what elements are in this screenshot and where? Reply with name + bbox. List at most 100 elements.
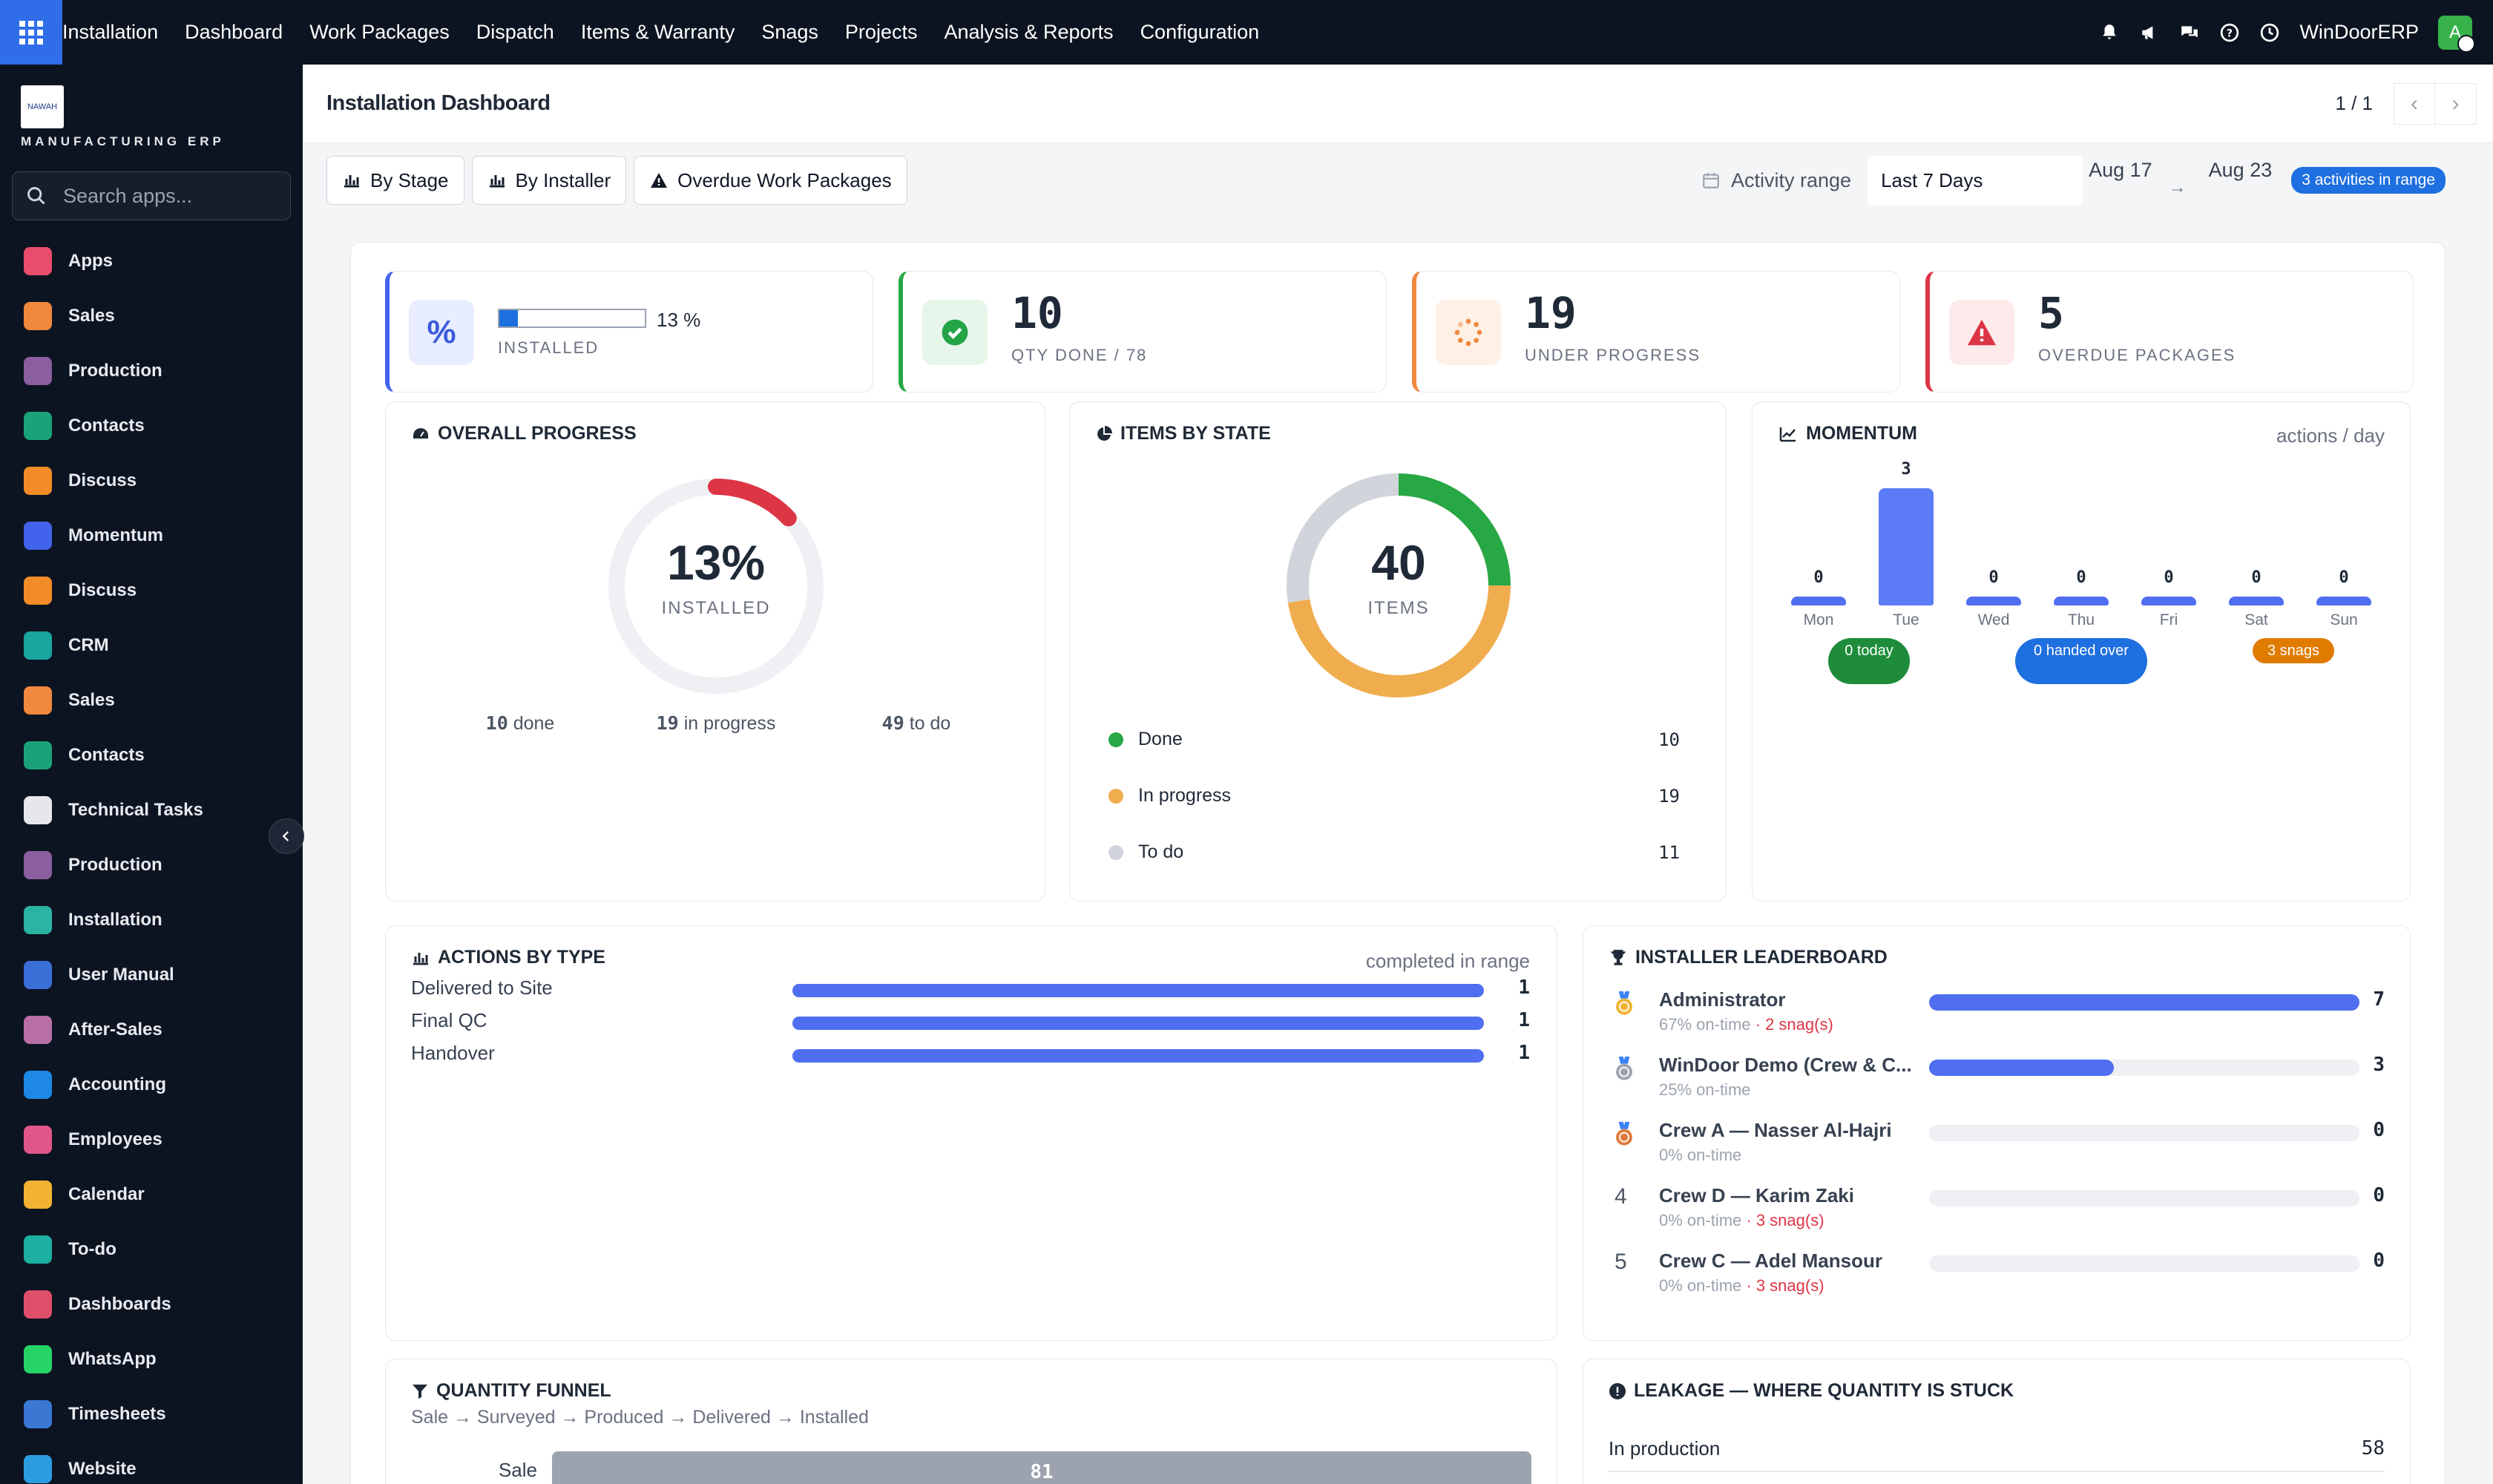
legend-row[interactable]: In progress 19	[1108, 785, 1680, 807]
kpi-under-progress[interactable]: 19 UNDER PROGRESS	[1412, 271, 1900, 393]
installer-name[interactable]: Crew D — Karim Zaki	[1659, 1184, 1854, 1206]
installer-bar[interactable]	[1929, 994, 2359, 1011]
top-menu-item[interactable]: Dispatch	[476, 21, 554, 43]
momentum-pill: 3 snags	[2253, 638, 2334, 663]
sidebar-item[interactable]: Website	[0, 1442, 303, 1484]
chat-icon[interactable]	[2179, 22, 2200, 43]
company-logo[interactable]: NAWAH	[21, 85, 64, 128]
date-from[interactable]: Aug 17	[2089, 158, 2152, 181]
installer-bar[interactable]	[1929, 1190, 2359, 1206]
user-avatar[interactable]: A	[2438, 15, 2475, 53]
sidebar-item-label: Accounting	[68, 1074, 166, 1094]
silver-medal-icon	[1613, 1057, 1635, 1082]
momentum-bar[interactable]	[2054, 597, 2109, 605]
installer-bar[interactable]	[1929, 1125, 2359, 1141]
collapse-sidebar-button[interactable]	[269, 818, 304, 854]
momentum-bar-value: 0	[2164, 568, 2174, 587]
action-type-bar[interactable]	[792, 984, 1484, 997]
sidebar-item[interactable]: Technical Tasks	[0, 783, 303, 838]
action-type-bar[interactable]	[792, 1049, 1484, 1063]
top-menu-item[interactable]: Work Packages	[309, 21, 450, 43]
pager-prev-button[interactable]: ‹	[2394, 82, 2435, 125]
sidebar-item[interactable]: Discuss	[0, 563, 303, 618]
top-menu-item[interactable]: Projects	[844, 21, 918, 43]
megaphone-icon[interactable]	[2139, 22, 2160, 43]
legend-row[interactable]: Done 10	[1108, 729, 1680, 750]
bell-icon[interactable]	[2099, 22, 2120, 43]
accounting-icon	[24, 1071, 52, 1099]
legend-value: 19	[1658, 785, 1680, 807]
top-menu-item[interactable]: Analysis & Reports	[944, 21, 1114, 43]
installer-stats: 0% on-time · 3 snag(s)	[1659, 1211, 1824, 1229]
activity-range: Activity range Last 7 Days Aug 17 → Aug …	[1701, 156, 2446, 205]
sidebar-item[interactable]: Accounting	[0, 1057, 303, 1112]
top-menu-item[interactable]: Dashboard	[185, 21, 283, 43]
sidebar-item[interactable]: Calendar	[0, 1167, 303, 1222]
sidebar-item[interactable]: Production	[0, 344, 303, 398]
sidebar-item-label: Technical Tasks	[68, 800, 203, 820]
installer-name[interactable]: Administrator	[1659, 988, 1786, 1011]
sidebar-item[interactable]: After-Sales	[0, 1002, 303, 1057]
help-icon[interactable]: ?	[2219, 22, 2240, 43]
kpi-installed[interactable]: % 13 % INSTALLED	[385, 271, 873, 393]
top-menu: Installation Dashboard Work Packages Dispat…	[62, 21, 1286, 44]
date-to[interactable]: Aug 23	[2208, 158, 2273, 181]
sidebar-item[interactable]: Contacts	[0, 398, 303, 453]
sidebar-item[interactable]: WhatsApp	[0, 1332, 303, 1387]
sidebar-item-label: Contacts	[68, 416, 145, 436]
sidebar-item[interactable]: Apps	[0, 234, 303, 289]
installer-bar[interactable]	[1929, 1255, 2359, 1272]
pager-next-button[interactable]: ›	[2435, 82, 2477, 125]
installer-name[interactable]: WinDoor Demo (Crew & C...	[1659, 1054, 1912, 1076]
overdue-value: 5	[2038, 288, 2064, 338]
sidebar-item[interactable]: Timesheets	[0, 1387, 303, 1442]
sidebar-item[interactable]: To-do	[0, 1222, 303, 1277]
leaderboard-title: INSTALLER LEADERBOARD	[1609, 947, 1888, 968]
clock-icon[interactable]	[2259, 22, 2280, 43]
momentum-bar[interactable]	[2316, 597, 2371, 605]
items-donut	[1287, 473, 1511, 697]
range-select[interactable]: Last 7 Days	[1868, 156, 2083, 205]
top-menu-item[interactable]: Snags	[761, 21, 818, 43]
installer-name[interactable]: Crew C — Adel Mansour	[1659, 1250, 1882, 1272]
company-name[interactable]: WinDoorERP	[2299, 21, 2419, 43]
top-navbar: Installation Dashboard Work Packages Dispat…	[0, 0, 2493, 65]
action-type-bar[interactable]	[792, 1017, 1484, 1030]
sidebar-item[interactable]: Sales	[0, 289, 303, 344]
momentum-bar[interactable]	[1966, 597, 2021, 605]
installer-bar[interactable]	[1929, 1060, 2359, 1076]
installer-value: 3	[2373, 1054, 2385, 1076]
sidebar-item[interactable]: Momentum	[0, 508, 303, 563]
sidebar-item[interactable]: CRM	[0, 618, 303, 673]
rank-number: 5	[1615, 1250, 1627, 1274]
sidebar-item[interactable]: Discuss	[0, 453, 303, 508]
gold-medal-icon	[1613, 991, 1635, 1017]
production-icon	[24, 851, 52, 879]
top-menu-item[interactable]: Configuration	[1140, 21, 1260, 43]
sidebar-item[interactable]: Employees	[0, 1112, 303, 1167]
sidebar-item[interactable]: User Manual	[0, 948, 303, 1002]
momentum-bar[interactable]	[1879, 488, 1934, 605]
legend-row[interactable]: To do 11	[1108, 841, 1680, 863]
top-menu-item[interactable]: Installation	[62, 21, 159, 43]
installer-name[interactable]: Crew A — Nasser Al-Hajri	[1659, 1119, 1892, 1141]
sidebar-item[interactable]: Installation	[0, 893, 303, 948]
momentum-bar[interactable]	[2229, 597, 2284, 605]
search-apps-input[interactable]: Search apps...	[12, 171, 291, 220]
momentum-bar[interactable]	[1791, 597, 1846, 605]
by-stage-button[interactable]: By Stage	[326, 156, 464, 205]
sidebar-item[interactable]: Contacts	[0, 728, 303, 783]
kpi-qty-done[interactable]: 10 QTY DONE / 78	[899, 271, 1387, 393]
by-installer-button[interactable]: By Installer	[471, 156, 627, 205]
sidebar-item[interactable]: Dashboards	[0, 1277, 303, 1332]
kpi-overdue[interactable]: 5 OVERDUE PACKAGES	[1925, 271, 2414, 393]
sidebar-item[interactable]: Production	[0, 838, 303, 893]
sidebar-item[interactable]: Sales	[0, 673, 303, 728]
funnel-bar[interactable]: 81	[552, 1451, 1531, 1484]
apps-menu-button[interactable]	[0, 0, 62, 65]
overdue-work-packages-button[interactable]: Overdue Work Packages	[634, 156, 907, 205]
top-menu-item[interactable]: Items & Warranty	[580, 21, 735, 43]
apps-icon	[24, 247, 52, 275]
momentum-bar[interactable]	[2141, 597, 2196, 605]
sidebar-item-label: CRM	[68, 635, 109, 655]
